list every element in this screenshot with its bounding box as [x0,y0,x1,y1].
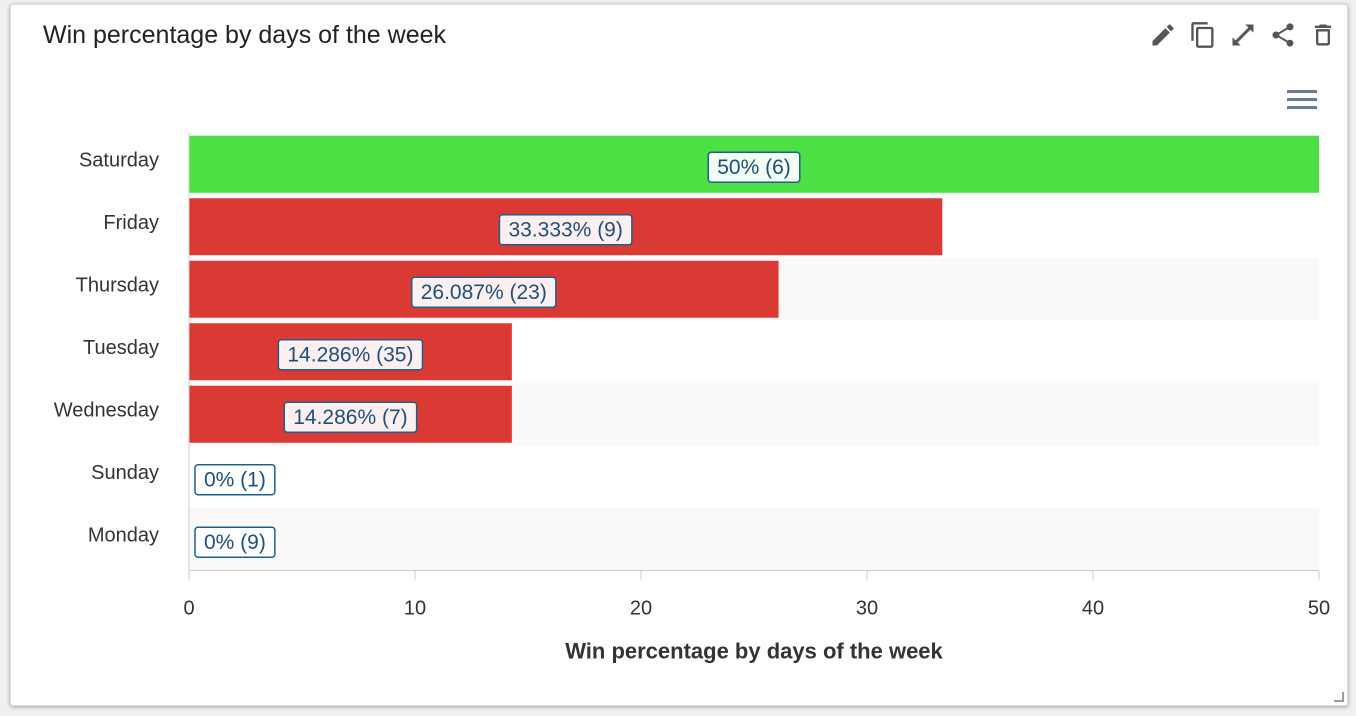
duplicate-button[interactable] [1187,19,1219,51]
x-tick-label: 30 [856,598,878,620]
hamburger-menu-icon[interactable] [1285,87,1319,113]
copy-icon [1191,22,1214,48]
share-icon [1272,23,1294,47]
data-label-box [410,276,557,308]
category-label: Wednesday [54,400,159,422]
x-tick-label: 10 [404,598,426,620]
data-label: 50% (6) [707,151,801,183]
category-label: Tuesday [83,337,159,359]
category-label: Sunday [91,462,159,484]
data-label-text: 14.286% (7) [293,406,407,429]
data-label: 0% (1) [194,464,276,496]
x-axis-title: Win percentage by days of the week [565,639,943,664]
row-band [189,508,1319,571]
card-toolbar [1147,19,1339,51]
expand-icon [1232,24,1254,46]
category-label: Monday [88,525,159,547]
resize-handle-icon[interactable] [1332,690,1344,702]
x-tick-label: 50 [1308,598,1330,620]
data-label-box [283,401,418,433]
data-label-box [707,151,801,183]
data-label: 14.286% (7) [283,401,418,433]
data-label-text: 33.333% (9) [508,218,622,241]
data-label-box [194,464,276,496]
delete-button[interactable] [1307,19,1339,51]
data-label-text: 14.286% (35) [287,343,413,366]
data-label-box [194,526,276,558]
category-label: Saturday [79,150,159,172]
data-label: 14.286% (35) [277,339,424,371]
trash-icon [1314,24,1332,46]
category-label: Thursday [76,275,159,297]
data-label-text: 0% (9) [204,531,266,554]
data-label-box [277,339,424,371]
data-label-text: 0% (1) [204,468,266,491]
category-label: Friday [103,212,159,234]
data-label-text: 50% (6) [717,156,791,179]
pencil-icon [1152,24,1174,46]
data-label-text: 26.087% (23) [421,281,547,304]
data-label: 0% (9) [194,526,276,558]
x-tick-label: 40 [1082,598,1104,620]
x-tick-label: 0 [183,598,194,620]
edit-button[interactable] [1147,19,1179,51]
expand-button[interactable] [1227,19,1259,51]
chart-title: Win percentage by days of the week [43,21,447,49]
data-label-box [498,214,633,246]
share-button[interactable] [1267,19,1299,51]
data-label: 26.087% (23) [410,276,557,308]
data-label: 33.333% (9) [498,214,633,246]
x-tick-label: 20 [630,598,652,620]
